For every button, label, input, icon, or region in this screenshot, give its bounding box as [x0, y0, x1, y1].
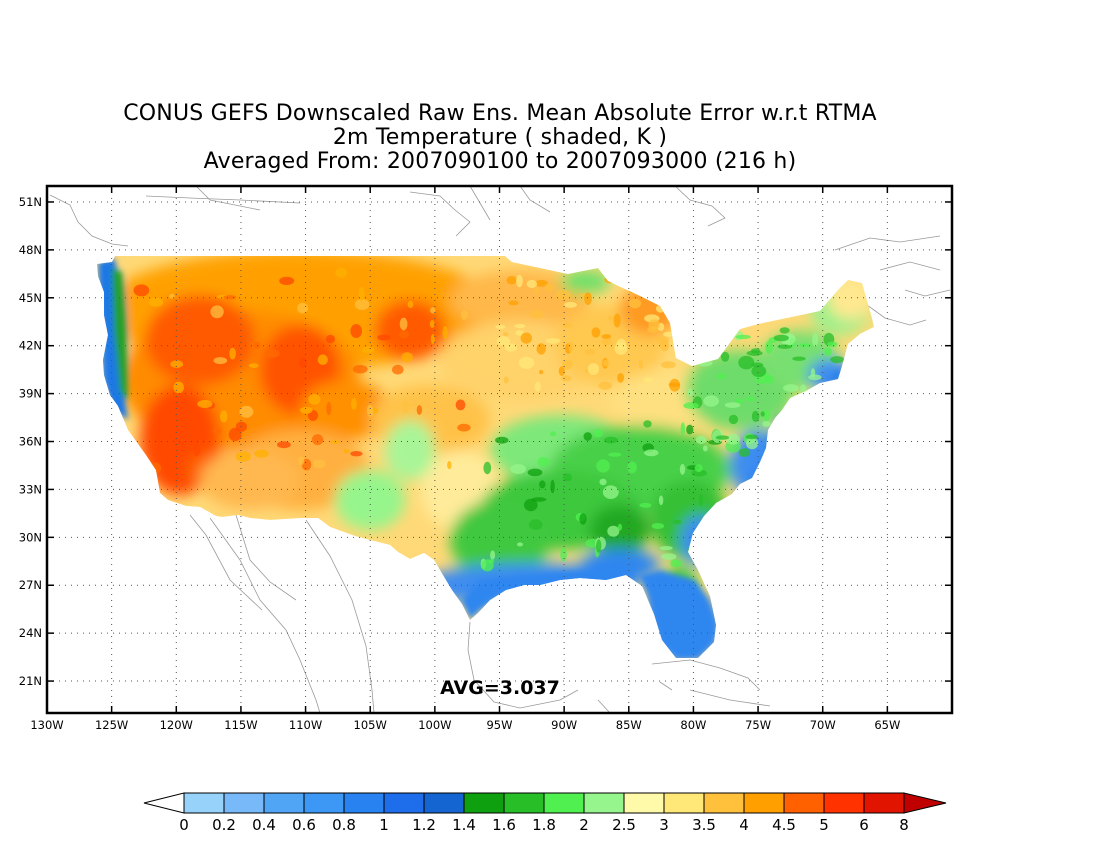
colorbar-label: 1 [379, 816, 389, 834]
colorbar-label: 1.4 [452, 816, 476, 834]
colorbar-label: 0.8 [332, 816, 356, 834]
colorbar-label: 2.5 [612, 816, 636, 834]
title-line-1: CONUS GEFS Downscaled Raw Ens. Mean Abso… [123, 101, 877, 126]
colorbar-label: 1.2 [412, 816, 436, 834]
colorbar-box [623, 792, 665, 814]
colorbar [143, 792, 947, 814]
colorbar-box [263, 792, 305, 814]
axis-ticks [46, 186, 952, 713]
colorbar-box [183, 792, 225, 814]
colorbar-labels: 0 0.2 0.4 0.6 0.8 1 1.2 1.4 1.6 1.8 2 2.5 3 3.5 4 4.5 5 6… [179, 816, 909, 834]
colorbar-label: 2 [579, 816, 589, 834]
colorbar-label: 0 [179, 816, 189, 834]
lon-tick-label: 105W [354, 718, 387, 732]
title-line-2: 2m Temperature ( shaded, K ) [332, 125, 668, 150]
colorbar-box [463, 792, 505, 814]
latitude-labels: 51N 48N 45N 42N 39N 36N 33N 30N 27N 24N 21N [19, 195, 42, 688]
lat-tick-label: 36N [19, 435, 42, 449]
colorbar-label: 6 [859, 816, 869, 834]
colorbar-label: 1.6 [492, 816, 516, 834]
colorbar-box [663, 792, 705, 814]
colorbar-label: 1.8 [532, 816, 556, 834]
colorbar-label: 0.6 [292, 816, 316, 834]
lat-tick-label: 51N [19, 195, 42, 209]
coastal-strips [98, 258, 842, 658]
lon-tick-label: 120W [160, 718, 193, 732]
field-shading [100, 256, 872, 658]
colorbar-label: 4.5 [772, 816, 796, 834]
colorbar-label: 8 [899, 816, 909, 834]
chart-title: CONUS GEFS Downscaled Raw Ens. Mean Abso… [0, 102, 1000, 174]
lat-tick-label: 33N [19, 482, 42, 496]
colorbar-box [543, 792, 585, 814]
lon-tick-label: 75W [745, 718, 771, 732]
colorbar-label: 3.5 [692, 816, 716, 834]
lat-tick-label: 24N [19, 626, 42, 640]
lon-tick-label: 80W [680, 718, 706, 732]
lon-tick-label: 115W [224, 718, 257, 732]
lat-tick-label: 21N [19, 674, 42, 688]
lon-tick-label: 65W [874, 718, 900, 732]
colorbar-label: 4 [739, 816, 749, 834]
colorbar-box [583, 792, 625, 814]
title-line-3: Averaged From: 2007090100 to 2007093000 … [203, 149, 797, 174]
lat-tick-label: 39N [19, 387, 42, 401]
lon-tick-label: 90W [551, 718, 577, 732]
lat-tick-label: 27N [19, 578, 42, 592]
colorbar-box [303, 792, 345, 814]
colorbar-box [503, 792, 545, 814]
colorbar-high-arrow [903, 792, 947, 814]
colorbar-box [823, 792, 865, 814]
graticule [47, 186, 952, 713]
colorbar-box [383, 792, 425, 814]
lat-tick-label: 30N [19, 530, 42, 544]
colorbar-box [343, 792, 385, 814]
error-field [97, 256, 874, 658]
colorbar-box [223, 792, 265, 814]
lon-tick-label: 125W [95, 718, 128, 732]
lon-tick-label: 70W [810, 718, 836, 732]
lat-tick-label: 45N [19, 291, 42, 305]
lat-tick-label: 48N [19, 243, 42, 257]
lon-tick-label: 110W [289, 718, 322, 732]
colorbar-low-arrow [143, 792, 185, 814]
colorbar-box [703, 792, 745, 814]
colorbar-box [863, 792, 905, 814]
colorbar-label: 0.2 [212, 816, 236, 834]
average-label: AVG=3.037 [440, 677, 560, 699]
lat-tick-label: 42N [19, 339, 42, 353]
lon-tick-label: 85W [616, 718, 642, 732]
colorbar-label: 3 [659, 816, 669, 834]
colorbar-box [743, 792, 785, 814]
lon-tick-label: 100W [418, 718, 451, 732]
longitude-labels: 130W 125W 120W 115W 110W 105W 100W 95W 90W 85W 80W… [30, 718, 900, 732]
lon-tick-label: 130W [30, 718, 63, 732]
colorbar-box [423, 792, 465, 814]
lon-tick-label: 95W [486, 718, 512, 732]
colorbar-label: 5 [819, 816, 829, 834]
colorbar-label: 0.4 [252, 816, 276, 834]
colorbar-box [783, 792, 825, 814]
